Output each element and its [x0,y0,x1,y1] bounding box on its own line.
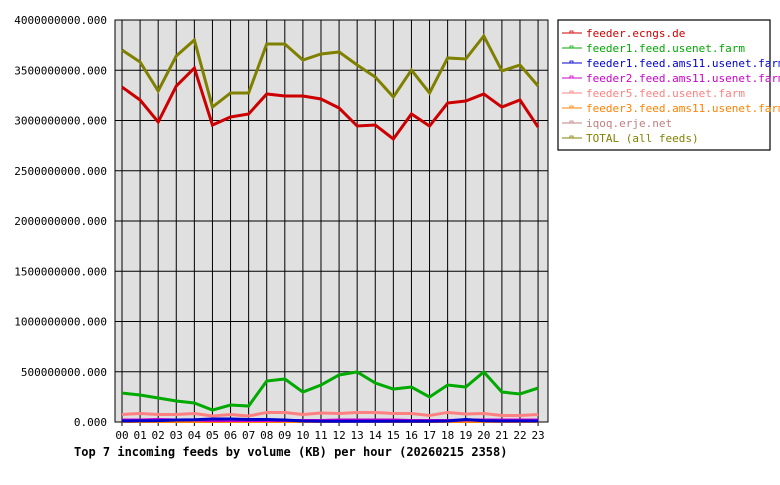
legend-label: feeder.ecngs.de [586,27,685,40]
y-tick-label: 3500000000.000 [14,64,107,77]
legend-label: feeder5.feed.usenet.farm [586,87,745,100]
x-tick-label: 15 [387,429,400,442]
x-tick-label: 04 [188,429,202,442]
y-tick-label: 1000000000.000 [14,316,107,329]
y-tick-label: 2000000000.000 [14,215,107,228]
legend-label: iqoq.erje.net [586,117,672,130]
x-tick-label: 20 [477,429,490,442]
x-tick-label: 09 [278,429,291,442]
x-tick-label: 18 [441,429,454,442]
x-tick-label: 12 [332,429,345,442]
x-tick-label: 17 [423,429,436,442]
y-tick-label: 0.000 [74,416,107,429]
legend-label: feeder2.feed.ams11.usenet.farm [586,72,780,85]
chart-title: Top 7 incoming feeds by volume (KB) per … [74,445,507,459]
x-tick-label: 02 [152,429,165,442]
x-tick-label: 23 [531,429,544,442]
x-tick-label: 10 [296,429,309,442]
x-tick-label: 21 [495,429,508,442]
y-tick-label: 3000000000.000 [14,115,107,128]
x-tick-label: 13 [351,429,364,442]
x-tick-label: 08 [260,429,273,442]
legend-label: feeder3.feed.ams11.usenet.farm [586,102,780,115]
x-tick-label: 16 [405,429,418,442]
x-tick-label: 00 [115,429,128,442]
legend-label: feeder1.feed.ams11.usenet.farm [586,57,780,70]
y-tick-label: 500000000.000 [21,366,107,379]
y-tick-label: 2500000000.000 [14,165,107,178]
legend-label: TOTAL (all feeds) [586,132,699,145]
x-tick-label: 07 [242,429,255,442]
x-tick-label: 22 [513,429,526,442]
x-tick-label: 06 [224,429,237,442]
x-tick-label: 05 [206,429,219,442]
y-tick-label: 4000000000.000 [14,14,107,27]
x-tick-label: 19 [459,429,472,442]
x-tick-label: 03 [170,429,183,442]
x-tick-label: 14 [369,429,383,442]
y-tick-label: 1500000000.000 [14,265,107,278]
legend-label: feeder1.feed.usenet.farm [586,42,745,55]
x-tick-label: 11 [314,429,327,442]
x-tick-label: 01 [133,429,146,442]
